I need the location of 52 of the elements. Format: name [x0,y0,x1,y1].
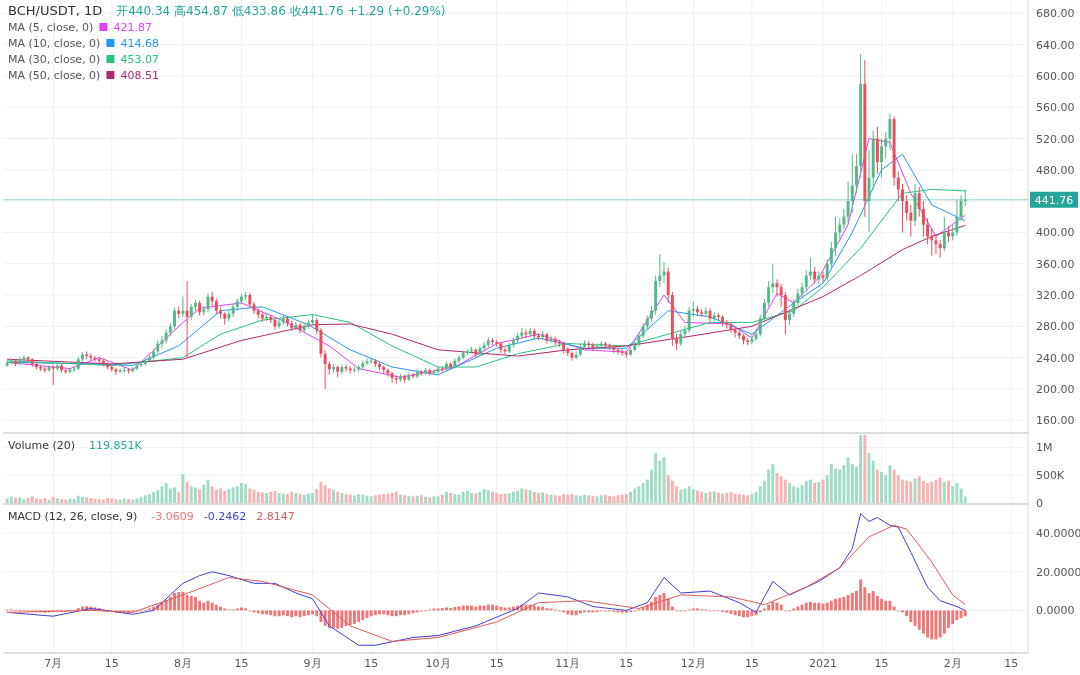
legend-label: MA (30, close, 0) [8,53,101,66]
x-tick-label: 10月 [425,657,451,670]
y-tick-label: 680.00 [1036,7,1075,21]
chart-subtitle: 开440.34 高454.87 低433.86 收441.76 +1.29 (+0.29%) [116,4,446,18]
x-tick-label: 7月 [44,657,63,670]
y-tick-label: 560.00 [1036,101,1075,115]
y-tick-label: 160.00 [1036,414,1075,428]
y-tick-label: 520.00 [1036,132,1075,146]
annotation: 414.68 [120,37,159,50]
x-tick-label: 15 [104,657,119,670]
text: Volume (20) [8,439,75,452]
y-tick-label: 500K [1036,469,1065,483]
x-tick-label: 2月 [943,657,962,670]
y-tick-label: 240.00 [1036,351,1075,365]
y-tick-label: 400.00 [1036,226,1075,240]
x-tick-label: 8月 [173,657,192,670]
text: MACD (12, 26, close, 9) [8,510,138,523]
y-tick-label: 1M [1036,441,1053,455]
chart-title: BCH/USDT, 1D [8,3,103,18]
annotation: 2.8147 [256,510,295,523]
ref-line-label: 441.76 [1034,193,1074,207]
x-tick-label: 15 [234,657,249,670]
y-tick-label: 320.00 [1036,289,1075,303]
y-tick-label: 200.00 [1036,382,1075,396]
y-tick-label: 20.0000 [1036,565,1080,579]
annotation: 421.87 [113,21,152,34]
x-tick-label: 2021 [809,657,837,670]
x-tick-label: 15 [489,657,504,670]
y-tick-label: 280.00 [1036,320,1075,334]
annotation: 453.07 [120,53,159,66]
legend-label: MA (10, close, 0) [8,37,101,50]
legend-label: MA (50, close, 0) [8,69,101,82]
x-tick-label: 15 [874,657,889,670]
annotation: -0.2462 [203,510,247,523]
x-tick-label: 12月 [680,657,706,670]
x-tick-label: 15 [744,657,759,670]
y-tick-label: 0.0000 [1036,604,1075,618]
y-tick-label: 40.0000 [1036,527,1080,541]
y-tick-label: 640.00 [1036,38,1075,52]
x-tick-label: 9月 [303,657,322,670]
x-tick-label: 15 [1004,657,1019,670]
annotation: 408.51 [120,69,159,82]
x-tick-label: 11月 [555,657,581,670]
y-tick-label: 600.00 [1036,69,1075,83]
y-tick-label: 360.00 [1036,257,1075,271]
x-tick-label: 15 [364,657,379,670]
y-tick-label: 480.00 [1036,163,1075,177]
annotation: -3.0609 [151,510,194,523]
x-tick-label: 15 [619,657,634,670]
legend-label: MA (5, close, 0) [8,21,94,34]
annotation: 119.851K [89,439,143,452]
y-tick-label: 0 [1036,497,1043,510]
